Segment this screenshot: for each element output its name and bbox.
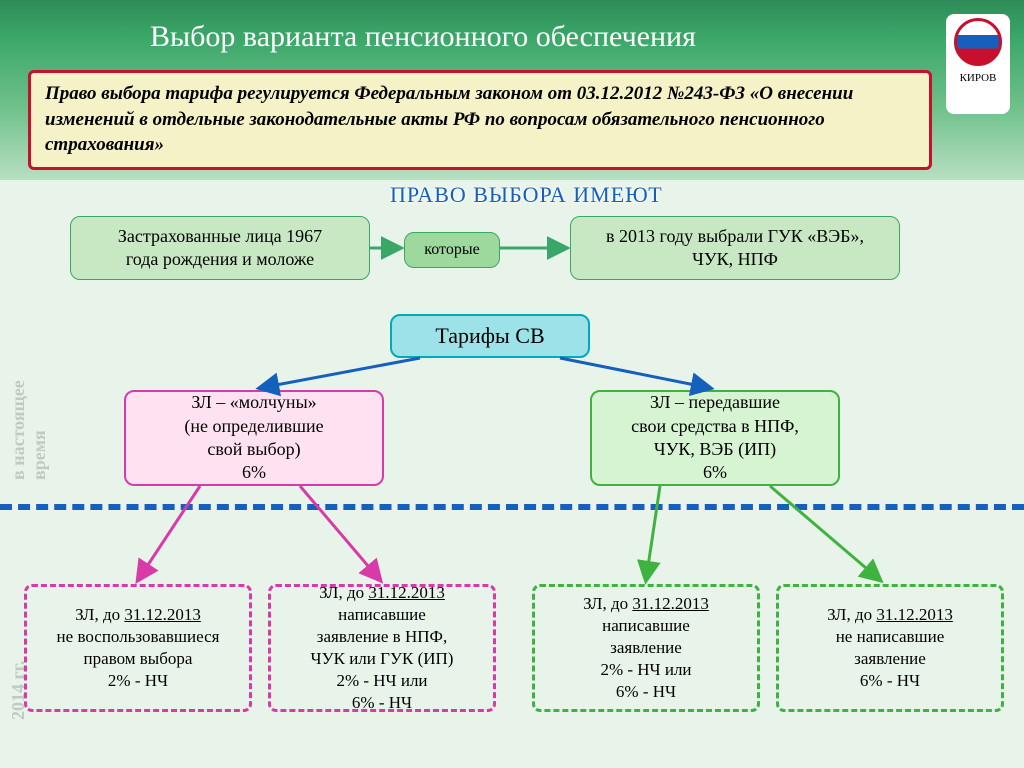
- which-box: которые: [404, 232, 500, 268]
- side-label-lower: 2014 гг.: [8, 661, 29, 720]
- rights-label: ПРАВО ВЫБОРА ИМЕЮТ: [390, 182, 663, 208]
- insured-box: Застрахованные лица 1967 года рождения и…: [70, 216, 370, 280]
- period-divider: [0, 504, 1024, 510]
- tarif-box: Тарифы СВ: [390, 314, 590, 358]
- page-title: Выбор варианта пенсионного обеспечения: [150, 20, 696, 54]
- side-label-upper: в настоящее время: [8, 380, 50, 480]
- law-text-box: Право выбора тарифа регулируется Федерал…: [28, 70, 932, 170]
- zl-green-box: ЗЛ – передавшие свои средства в НПФ, ЧУК…: [590, 390, 840, 486]
- bottom-box-2: ЗЛ, до 31.12.2013написавшиезаявление в Н…: [268, 584, 496, 712]
- bottom-box-4: ЗЛ, до 31.12.2013не написавшиезаявление6…: [776, 584, 1004, 712]
- logo-label: КИРОВ: [960, 72, 997, 84]
- bottom-box-1: ЗЛ, до 31.12.2013не воспользовавшиесяпра…: [24, 584, 252, 712]
- zl-pink-box: ЗЛ – «молчуны» (не определившие свой выб…: [124, 390, 384, 486]
- pfr-logo-icon: [954, 18, 1002, 66]
- logo: КИРОВ: [946, 14, 1010, 114]
- bottom-box-3: ЗЛ, до 31.12.2013написавшиезаявление2% -…: [532, 584, 760, 712]
- chose-box: в 2013 году выбрали ГУК «ВЭБ», ЧУК, НПФ: [570, 216, 900, 280]
